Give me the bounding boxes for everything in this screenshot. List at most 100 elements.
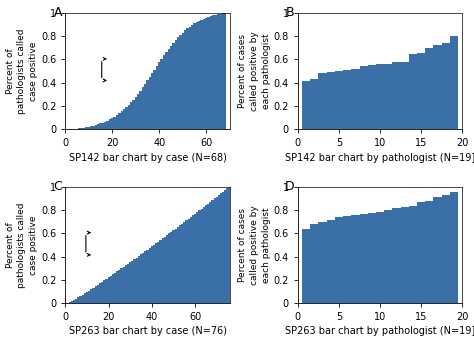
Bar — [196, 22, 198, 130]
Bar — [450, 36, 458, 130]
Bar — [442, 42, 450, 130]
Bar — [95, 125, 97, 130]
Bar — [99, 284, 101, 303]
Bar — [107, 121, 109, 130]
Bar — [161, 59, 163, 130]
Bar — [392, 62, 401, 130]
Bar — [216, 197, 218, 303]
Bar — [203, 207, 205, 303]
Bar — [104, 122, 107, 130]
Bar — [116, 272, 118, 303]
Bar — [170, 232, 173, 303]
Bar — [425, 48, 434, 130]
Bar — [154, 70, 156, 130]
Bar — [162, 238, 164, 303]
Bar — [90, 126, 92, 130]
Bar — [184, 30, 186, 130]
Bar — [144, 84, 146, 130]
Text: D: D — [285, 180, 294, 193]
Bar — [227, 188, 228, 303]
Bar — [359, 66, 368, 130]
Bar — [118, 270, 120, 303]
Bar — [409, 54, 417, 130]
Bar — [183, 222, 185, 303]
Bar — [214, 15, 217, 130]
Bar — [207, 203, 209, 303]
Bar — [392, 208, 401, 303]
Bar — [71, 129, 73, 130]
Bar — [376, 212, 384, 303]
Bar — [146, 80, 149, 130]
Bar — [92, 126, 95, 130]
Bar — [157, 241, 159, 303]
Bar — [327, 72, 335, 130]
Bar — [120, 111, 123, 130]
Y-axis label: Percent of cases
called positive by
each pathologist: Percent of cases called positive by each… — [238, 205, 271, 285]
Bar — [159, 240, 162, 303]
Bar — [151, 246, 153, 303]
Bar — [156, 66, 158, 130]
Bar — [221, 13, 224, 130]
Bar — [114, 273, 116, 303]
Y-axis label: Percent of cases
called positive by
each pathologist: Percent of cases called positive by each… — [238, 31, 271, 111]
Bar — [192, 215, 194, 303]
Bar — [127, 264, 129, 303]
Bar — [102, 123, 104, 130]
Bar — [220, 193, 222, 303]
Bar — [167, 49, 170, 130]
Y-axis label: Percent of
pathologists called
case positive: Percent of pathologists called case posi… — [6, 28, 38, 114]
Bar — [450, 192, 458, 303]
Bar — [384, 210, 392, 303]
Bar — [163, 55, 165, 130]
Bar — [125, 265, 127, 303]
Bar — [376, 64, 384, 130]
Bar — [125, 107, 128, 130]
Bar — [442, 195, 450, 303]
Bar — [194, 214, 196, 303]
Text: C: C — [53, 180, 62, 193]
Bar — [88, 127, 90, 130]
Bar — [164, 237, 166, 303]
Bar — [123, 109, 125, 130]
X-axis label: SP263 bar chart by case (N=76): SP263 bar chart by case (N=76) — [69, 327, 227, 337]
Bar — [189, 27, 191, 130]
Bar — [105, 279, 108, 303]
Bar — [193, 23, 196, 130]
Bar — [219, 14, 221, 130]
Bar — [75, 299, 77, 303]
Bar — [166, 235, 168, 303]
Bar — [185, 220, 188, 303]
Bar — [310, 79, 319, 130]
Bar — [88, 290, 90, 303]
Bar — [103, 280, 105, 303]
Bar — [188, 219, 190, 303]
Bar — [211, 200, 213, 303]
Bar — [179, 35, 182, 130]
Bar — [222, 192, 224, 303]
Bar — [97, 285, 99, 303]
Bar — [71, 301, 73, 303]
Bar — [218, 195, 220, 303]
Bar — [137, 94, 139, 130]
Bar — [94, 286, 97, 303]
Bar — [203, 18, 205, 130]
Text: B: B — [286, 6, 294, 19]
Bar — [82, 295, 84, 303]
Bar — [434, 45, 442, 130]
Bar — [100, 123, 102, 130]
Bar — [149, 77, 151, 130]
Bar — [351, 69, 359, 130]
Bar — [123, 267, 125, 303]
Bar — [217, 14, 219, 130]
Bar — [165, 52, 167, 130]
Bar — [319, 73, 327, 130]
Bar — [111, 118, 113, 130]
Bar — [434, 197, 442, 303]
Y-axis label: Percent of
pathologists called
case positive: Percent of pathologists called case posi… — [6, 202, 38, 288]
Bar — [205, 205, 207, 303]
Bar — [109, 119, 111, 130]
Bar — [73, 300, 75, 303]
Bar — [131, 261, 134, 303]
Bar — [128, 105, 130, 130]
X-axis label: SP142 bar chart by pathologist (N=19]: SP142 bar chart by pathologist (N=19] — [285, 153, 474, 163]
